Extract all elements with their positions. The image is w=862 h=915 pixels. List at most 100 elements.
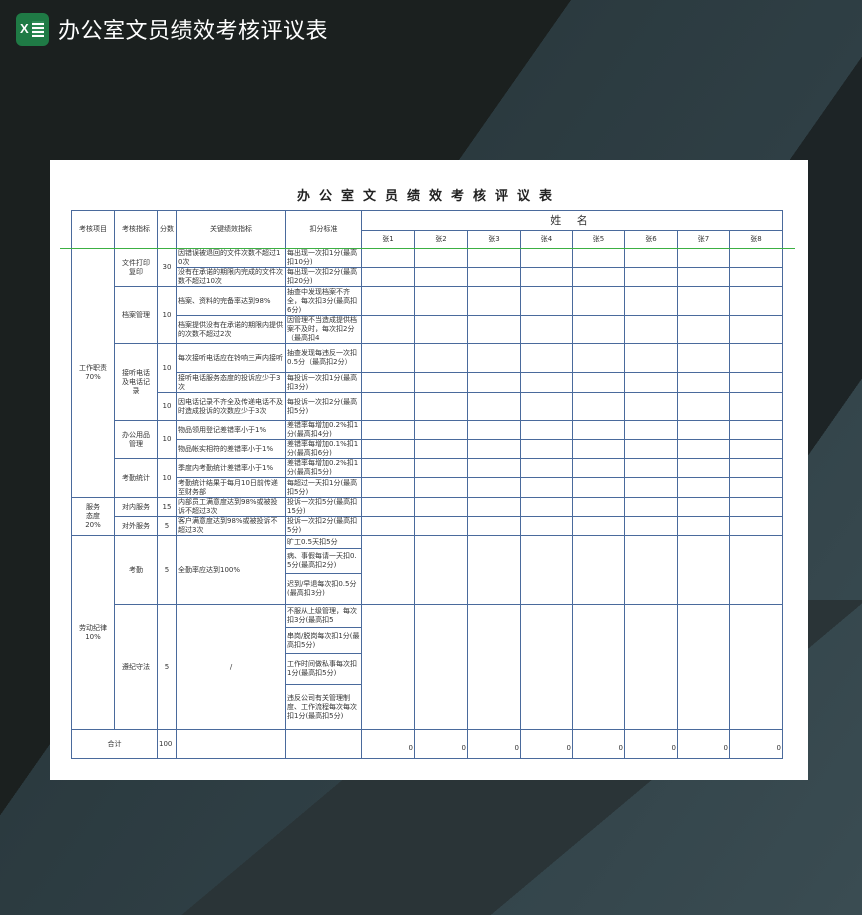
score-input-cell[interactable] [677, 535, 730, 605]
score-input-cell[interactable] [414, 516, 468, 536]
score-input-cell[interactable] [361, 315, 415, 344]
score-input-cell[interactable] [467, 315, 521, 344]
score-input-cell[interactable] [729, 315, 783, 344]
score-input-cell[interactable] [361, 439, 415, 459]
score-input-cell[interactable] [467, 458, 521, 478]
score-input-cell[interactable] [677, 372, 730, 393]
score-input-cell[interactable] [467, 420, 521, 440]
score-input-cell[interactable] [624, 286, 678, 316]
score-input-cell[interactable] [677, 286, 730, 316]
score-input-cell[interactable] [729, 535, 783, 605]
score-input-cell[interactable] [414, 604, 468, 730]
score-input-cell[interactable] [572, 392, 625, 421]
score-input-cell[interactable] [361, 267, 415, 287]
score-input-cell[interactable] [414, 535, 468, 605]
score-input-cell[interactable] [624, 439, 678, 459]
score-input-cell[interactable] [414, 315, 468, 344]
score-input-cell[interactable] [361, 604, 415, 730]
score-input-cell[interactable] [361, 420, 415, 440]
score-input-cell[interactable] [729, 248, 783, 268]
score-input-cell[interactable] [572, 267, 625, 287]
score-input-cell[interactable] [361, 343, 415, 373]
score-input-cell[interactable] [624, 267, 678, 287]
score-input-cell[interactable] [414, 439, 468, 459]
score-input-cell[interactable] [414, 343, 468, 373]
score-input-cell[interactable] [361, 477, 415, 498]
score-input-cell[interactable] [729, 392, 783, 421]
score-input-cell[interactable] [361, 497, 415, 517]
score-input-cell[interactable] [729, 497, 783, 517]
score-input-cell[interactable] [467, 343, 521, 373]
score-input-cell[interactable] [467, 372, 521, 393]
score-input-cell[interactable] [677, 392, 730, 421]
score-input-cell[interactable] [729, 477, 783, 498]
score-input-cell[interactable] [677, 315, 730, 344]
score-input-cell[interactable] [624, 604, 678, 730]
score-input-cell[interactable] [414, 477, 468, 498]
score-input-cell[interactable] [467, 248, 521, 268]
score-input-cell[interactable] [520, 604, 573, 730]
score-input-cell[interactable] [624, 497, 678, 517]
score-input-cell[interactable] [361, 535, 415, 605]
score-input-cell[interactable] [361, 516, 415, 536]
score-input-cell[interactable] [572, 604, 625, 730]
score-input-cell[interactable] [414, 372, 468, 393]
score-input-cell[interactable] [677, 604, 730, 730]
score-input-cell[interactable] [361, 458, 415, 478]
score-input-cell[interactable] [467, 516, 521, 536]
score-input-cell[interactable] [624, 420, 678, 440]
score-input-cell[interactable] [520, 535, 573, 605]
score-input-cell[interactable] [624, 343, 678, 373]
score-input-cell[interactable] [467, 439, 521, 459]
score-input-cell[interactable] [414, 392, 468, 421]
score-input-cell[interactable] [624, 248, 678, 268]
score-input-cell[interactable] [729, 458, 783, 478]
score-input-cell[interactable] [729, 420, 783, 440]
score-input-cell[interactable] [414, 267, 468, 287]
score-input-cell[interactable] [677, 248, 730, 268]
score-input-cell[interactable] [361, 372, 415, 393]
score-input-cell[interactable] [467, 286, 521, 316]
score-input-cell[interactable] [520, 392, 573, 421]
score-input-cell[interactable] [520, 439, 573, 459]
score-input-cell[interactable] [624, 458, 678, 478]
score-input-cell[interactable] [624, 516, 678, 536]
score-input-cell[interactable] [520, 267, 573, 287]
score-input-cell[interactable] [729, 516, 783, 536]
score-input-cell[interactable] [677, 439, 730, 459]
score-input-cell[interactable] [572, 286, 625, 316]
score-input-cell[interactable] [624, 392, 678, 421]
score-input-cell[interactable] [572, 458, 625, 478]
score-input-cell[interactable] [414, 497, 468, 517]
score-input-cell[interactable] [729, 267, 783, 287]
score-input-cell[interactable] [414, 248, 468, 268]
score-input-cell[interactable] [572, 248, 625, 268]
score-input-cell[interactable] [677, 420, 730, 440]
score-input-cell[interactable] [624, 477, 678, 498]
score-input-cell[interactable] [414, 458, 468, 478]
score-input-cell[interactable] [414, 286, 468, 316]
score-input-cell[interactable] [572, 372, 625, 393]
score-input-cell[interactable] [520, 343, 573, 373]
score-input-cell[interactable] [572, 535, 625, 605]
score-input-cell[interactable] [361, 286, 415, 316]
score-input-cell[interactable] [729, 286, 783, 316]
score-input-cell[interactable] [677, 516, 730, 536]
score-input-cell[interactable] [572, 420, 625, 440]
score-input-cell[interactable] [414, 420, 468, 440]
score-input-cell[interactable] [520, 516, 573, 536]
score-input-cell[interactable] [624, 372, 678, 393]
score-input-cell[interactable] [572, 315, 625, 344]
score-input-cell[interactable] [677, 458, 730, 478]
score-input-cell[interactable] [572, 439, 625, 459]
score-input-cell[interactable] [729, 604, 783, 730]
score-input-cell[interactable] [520, 372, 573, 393]
score-input-cell[interactable] [729, 343, 783, 373]
score-input-cell[interactable] [677, 497, 730, 517]
score-input-cell[interactable] [520, 458, 573, 478]
score-input-cell[interactable] [624, 315, 678, 344]
score-input-cell[interactable] [520, 248, 573, 268]
score-input-cell[interactable] [572, 516, 625, 536]
score-input-cell[interactable] [467, 604, 521, 730]
score-input-cell[interactable] [467, 267, 521, 287]
